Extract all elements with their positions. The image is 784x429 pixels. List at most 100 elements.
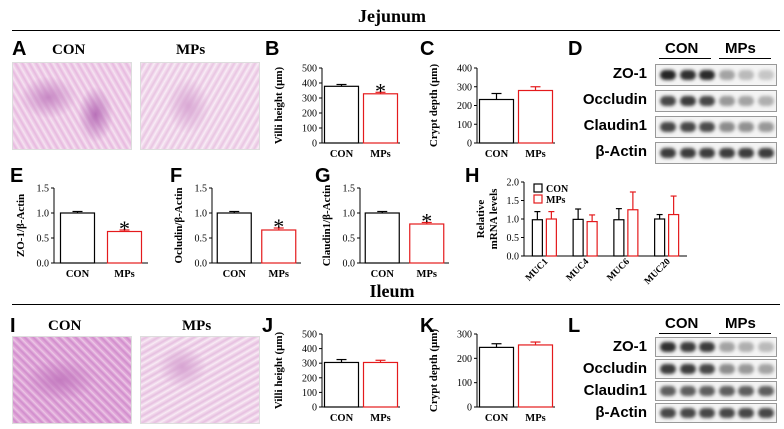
y-tick-label: 500 [302,64,317,75]
y-tick-label: 200 [302,109,317,120]
bar-mps [362,93,399,144]
bar-mps [261,229,297,264]
x-tick-label: MUC20 [643,257,673,287]
histology-i-con-label: CON [48,318,82,334]
x-tick-label: MPs [525,413,545,424]
histology-a-con-label: CON [52,42,86,58]
histology-image-jejunum-con [12,62,132,150]
y-tick-label: 1.5 [343,184,356,195]
y-tick-label: 1.0 [343,209,356,220]
y-tick-label: 1.0 [195,209,208,220]
blot-band [679,342,696,352]
y-tick-label: 400 [302,344,317,355]
x-tick-label: MPs [114,269,134,280]
chart-k-crypt-depth-ileum: Crypt depth (μm) 0 100 200 300 CON MPs [428,329,555,424]
blot-band [679,364,696,374]
blot-band [757,148,774,158]
y-axis-label: Villi height (μm) [273,67,285,145]
blot-band [718,70,735,80]
y-tick-label: 0 [467,403,472,414]
blot-row-strip [655,64,777,86]
panel-letter-i: I [10,315,16,337]
blot-row-label: β-Actin [595,404,647,421]
blot-row-strip [655,116,777,138]
blot-band [718,408,735,418]
blot-row-strip [655,90,777,112]
blot-group-label-con: CON [665,40,699,57]
chart-c-crypt-depth-jejunum: Crypt depth (μm) 0 100 200 300 400 CON MPs [428,64,555,160]
western-blot-ileum: CON MPs ZO-1 Occludin Claudin1 β-Actin [575,315,780,427]
bar-mps-muc1 [545,218,557,257]
y-tick-label: 1.0 [507,215,520,226]
bar-mps-muc4 [586,220,598,257]
blot-band [757,342,774,352]
section-title-ileum: Ileum [369,281,415,301]
blot-row-label: Occludin [582,91,647,108]
bar-con-muc1 [531,219,543,257]
y-tick-label: 1.5 [507,196,520,207]
y-tick-label: 200 [457,354,472,365]
blot-band [718,148,735,158]
blot-band [660,342,676,352]
blot-band [757,386,774,396]
bar-mps-muc6 [627,209,639,257]
y-tick-label: 300 [302,359,317,370]
blot-band [679,96,696,106]
x-tick-label: MPs [269,269,289,280]
bar-con [323,85,360,144]
y-axis-label: Relative [475,200,487,239]
y-tick-label: 300 [457,330,472,341]
blot-band [718,122,735,132]
significance-marker: * [375,78,386,103]
y-tick-label: 500 [302,330,317,341]
blot-band [757,408,774,418]
bar-mps [517,344,554,408]
blot-band [738,364,754,374]
panel-letter-a: A [12,38,27,60]
x-tick-label: MPs [370,413,390,424]
blot-row-strip [655,337,777,357]
bar-mps-muc20 [668,213,680,257]
blot-band [738,148,754,158]
legend-swatch [533,194,543,204]
blot-row-strip [655,359,777,379]
y-tick-label: 100 [457,120,472,131]
blot-band [718,386,735,396]
x-tick-label: CON [485,149,509,160]
bar-con [478,346,515,408]
y-tick-label: 0.0 [343,259,356,270]
blot-row-label: Occludin [582,360,647,377]
x-tick-label: CON [330,149,354,160]
blot-band [679,148,696,158]
chart-h-mucin-mrna: Relative mRNA levels 0.0 0.5 1.0 1.5 2.0 MUC1 MU… [475,178,687,287]
panel-letter-b: B [265,38,280,60]
y-axis-label: Claudin1/β-Actin [321,185,333,267]
x-tick-label: MUC6 [606,257,633,284]
y-tick-label: 400 [302,79,317,90]
y-axis-label: mRNA levels [488,188,500,250]
panel-letter-d: D [568,38,583,60]
blot-row-strip [655,381,777,401]
blot-row-label: Claudin1 [583,117,647,134]
y-tick-label: 1.5 [37,184,50,195]
chart-f-occludin-ratio: Ocludin/β-Actin 0.0 0.5 1.0 1.5 CON MPs * [173,184,301,280]
blot-band [738,342,754,352]
blot-band [660,408,676,418]
bar-con-muc6 [613,219,625,257]
blot-band [757,70,774,80]
blot-band [738,408,754,418]
blot-band [679,122,696,132]
blot-band [660,386,676,396]
x-tick-label: CON [371,269,395,280]
section-divider-top [12,30,780,31]
blot-row-label: Claudin1 [583,382,647,399]
y-tick-label: 200 [302,373,317,384]
y-tick-label: 300 [457,82,472,93]
blot-group-underline [719,58,771,59]
bar-con [364,212,400,264]
histology-i-mps-label: MPs [182,318,212,334]
blot-band [718,364,735,374]
blot-group-underline [719,333,771,334]
y-axis-label: Villi height (μm) [273,332,285,410]
y-tick-label: 0.0 [507,252,520,263]
